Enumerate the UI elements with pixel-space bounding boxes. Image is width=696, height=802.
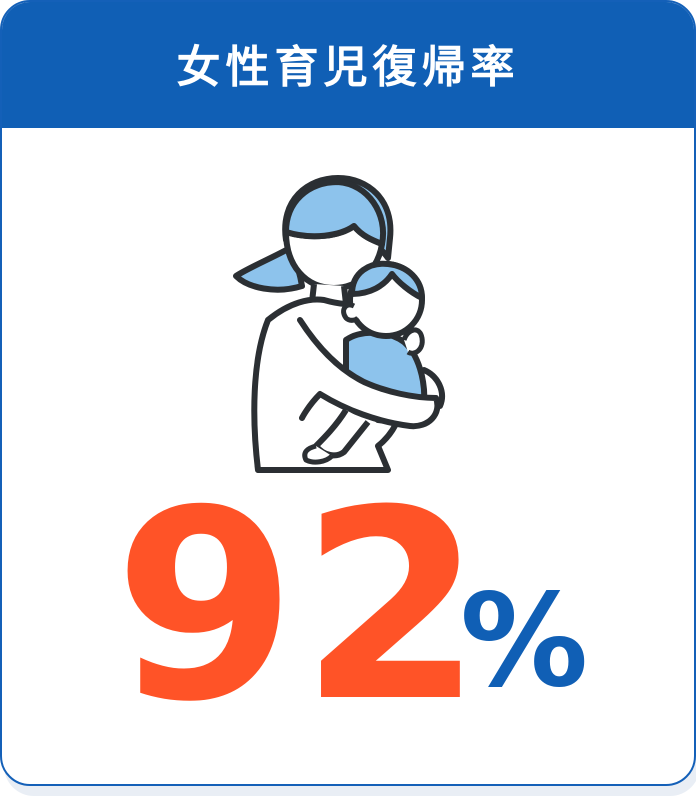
stat-value: 92 (114, 454, 487, 759)
card-header: 女性育児復帰率 (2, 2, 694, 128)
stat-unit: % (460, 567, 589, 716)
card-title: 女性育児復帰率 (176, 42, 520, 93)
return-rate-stat: 92 % (2, 454, 694, 759)
mother-holding-baby-icon (228, 170, 456, 478)
